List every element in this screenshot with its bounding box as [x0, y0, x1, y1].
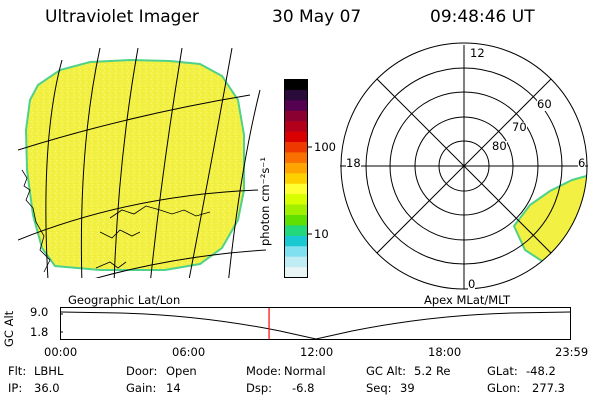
instrument-title: Ultraviolet Imager — [45, 7, 199, 27]
colorbar-segment — [284, 225, 308, 237]
mlt-label-6: 6 — [578, 156, 586, 170]
info-gain-label: Gain: — [126, 381, 157, 395]
altitude-ylabel: GC Alt — [2, 310, 16, 347]
colorbar-segment — [284, 173, 308, 185]
info-door-label: Door: — [126, 364, 158, 378]
mlat-label-80: 80 — [492, 139, 507, 153]
colorbar-segment — [284, 121, 308, 133]
uv-emission-disk — [24, 58, 245, 271]
info-gcalt-label: GC Alt: — [366, 364, 407, 378]
time-tick-3: 18:00 — [428, 345, 462, 359]
mlat-label-70: 70 — [512, 120, 527, 134]
colorbar-unit-label: photon cm⁻²s⁻¹ — [258, 157, 272, 246]
info-dsp-value: -6.8 — [292, 381, 315, 395]
colorbar-segment — [284, 235, 308, 247]
colorbar-tick-10: 10 — [314, 227, 329, 241]
altitude-plot — [60, 307, 571, 340]
colorbar-segment — [284, 79, 308, 91]
info-ip-label: IP: — [8, 381, 23, 395]
time-tick-2: 12:00 — [300, 345, 334, 359]
time-tick-1: 06:00 — [172, 345, 206, 359]
colorbar-segment — [284, 89, 308, 101]
colorbar-segment — [284, 142, 308, 153]
colorbar-segment — [284, 100, 308, 112]
info-flt-label: Flt: — [8, 364, 27, 378]
altitude-ytick-1-8: 1.8 — [30, 325, 49, 339]
info-door-value: Open — [166, 364, 197, 378]
info-gcalt-value: 5.2 Re — [414, 364, 451, 378]
time-tick-0: 00:00 — [44, 345, 78, 359]
mlat-label-60: 60 — [537, 97, 552, 111]
info-glat-value: -48.2 — [526, 364, 556, 378]
colorbar-tick-100: 100 — [314, 140, 336, 154]
colorbar-segment — [284, 267, 308, 278]
colorbar — [284, 79, 312, 278]
mlt-label-12: 12 — [470, 46, 485, 60]
time-tick-4: 23:59 — [555, 345, 589, 359]
colorbar-segment — [284, 194, 308, 206]
left-map-label: Geographic Lat/Lon — [68, 293, 181, 307]
colorbar-segment — [284, 110, 308, 122]
colorbar-segment — [284, 246, 308, 258]
altitude-ytick-9: 9.0 — [30, 305, 49, 319]
colorbar-segment — [284, 204, 308, 216]
info-mode-label: Mode: — [246, 364, 282, 378]
colorbar-segment — [284, 131, 308, 143]
info-flt-value: LBHL — [34, 364, 64, 378]
polar-plot — [340, 42, 588, 290]
info-seq-label: Seq: — [366, 381, 392, 395]
date-label: 30 May 07 — [272, 7, 362, 27]
uv-emission-region — [512, 173, 587, 269]
mlt-label-0: 0 — [468, 277, 476, 291]
geographic-map — [18, 47, 266, 278]
info-dsp-label: Dsp: — [246, 381, 273, 395]
info-glat-label: GLat: — [487, 364, 518, 378]
info-glon-label: GLon: — [487, 381, 521, 395]
right-map-label: Apex MLat/MLT — [424, 293, 511, 307]
info-mode-value: Normal — [284, 364, 326, 378]
info-glon-value: 277.3 — [532, 381, 565, 395]
colorbar-segment — [284, 214, 308, 226]
colorbar-segment — [284, 256, 308, 268]
time-label: 09:48:46 UT — [430, 7, 535, 27]
colorbar-segment — [284, 162, 308, 174]
info-ip-value: 36.0 — [34, 381, 60, 395]
colorbar-segment — [284, 183, 308, 195]
info-gain-value: 14 — [166, 381, 181, 395]
mlt-label-18: 18 — [346, 156, 361, 170]
colorbar-segment — [284, 152, 308, 164]
altitude-curve — [60, 311, 571, 340]
info-seq-value: 39 — [400, 381, 415, 395]
